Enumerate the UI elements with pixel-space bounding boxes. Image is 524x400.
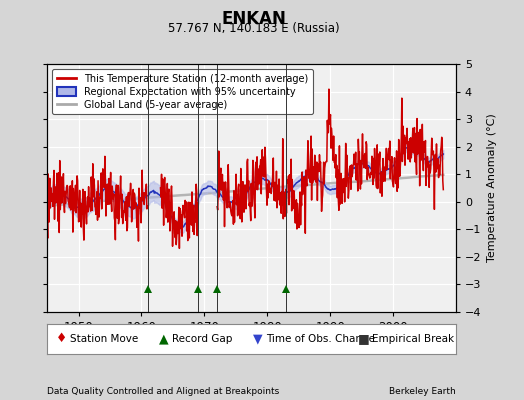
Text: Empirical Break: Empirical Break xyxy=(372,334,454,344)
Text: Record Gap: Record Gap xyxy=(172,334,232,344)
Text: ENKAN: ENKAN xyxy=(222,10,287,28)
Text: 57.767 N, 140.183 E (Russia): 57.767 N, 140.183 E (Russia) xyxy=(168,22,340,35)
Text: ▼: ▼ xyxy=(253,332,263,346)
Text: Station Move: Station Move xyxy=(70,334,138,344)
Text: ♦: ♦ xyxy=(56,332,67,346)
Legend: This Temperature Station (12-month average), Regional Expectation with 95% uncer: This Temperature Station (12-month avera… xyxy=(52,69,313,114)
Text: Berkeley Earth: Berkeley Earth xyxy=(389,387,456,396)
Text: ▲: ▲ xyxy=(159,332,168,346)
Text: Time of Obs. Change: Time of Obs. Change xyxy=(266,334,375,344)
Text: Data Quality Controlled and Aligned at Breakpoints: Data Quality Controlled and Aligned at B… xyxy=(47,387,279,396)
Y-axis label: Temperature Anomaly (°C): Temperature Anomaly (°C) xyxy=(487,114,497,262)
Text: ■: ■ xyxy=(358,332,370,346)
